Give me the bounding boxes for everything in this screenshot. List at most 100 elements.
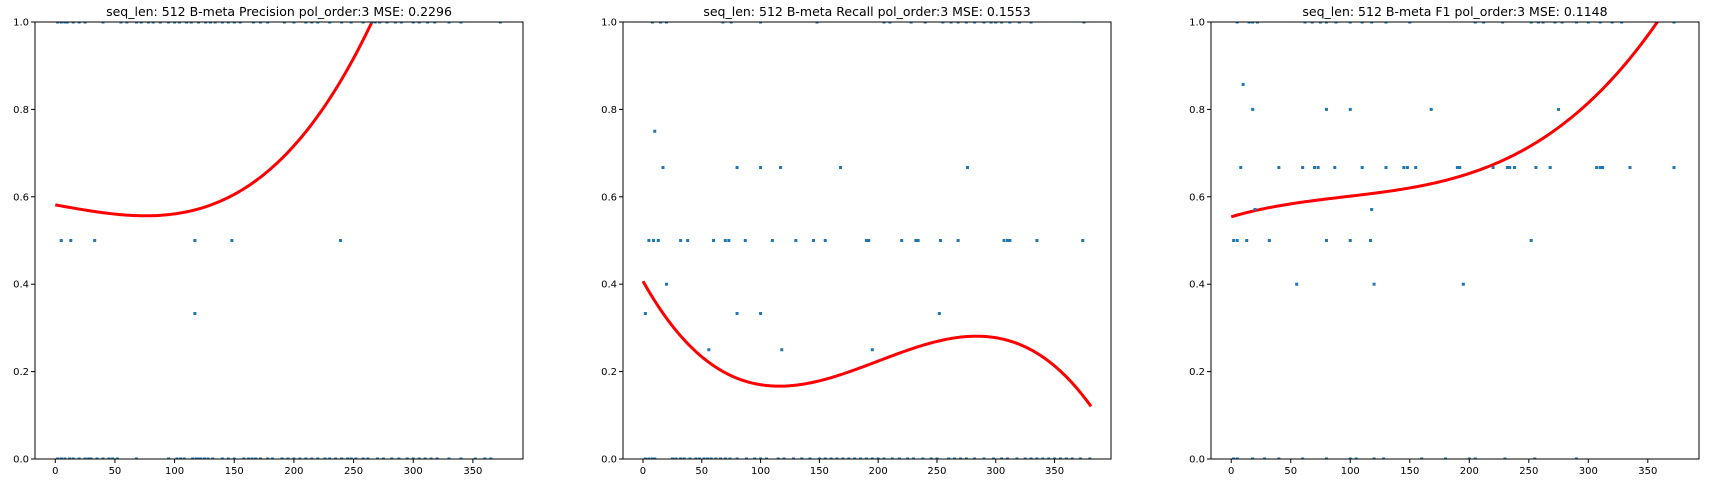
data-point <box>1277 457 1281 459</box>
data-point <box>101 457 105 459</box>
data-point <box>349 22 353 24</box>
data-point <box>71 457 75 459</box>
data-point <box>191 457 194 459</box>
data-point <box>1473 457 1477 459</box>
data-point <box>247 457 251 459</box>
data-point <box>71 22 75 24</box>
data-point <box>1443 457 1447 459</box>
data-point <box>158 22 162 24</box>
x-tick-label: 350 <box>1638 466 1657 477</box>
data-point <box>923 22 927 24</box>
data-point <box>304 457 308 459</box>
data-point <box>679 457 683 459</box>
data-point <box>119 22 123 24</box>
data-point <box>735 166 739 170</box>
data-point <box>473 457 477 459</box>
data-point <box>665 282 669 286</box>
y-tick-label: 0.2 <box>1189 367 1205 378</box>
x-tick-label: 200 <box>869 466 888 477</box>
data-point <box>958 457 962 459</box>
x-tick-label: 350 <box>1045 466 1064 477</box>
chart-title: seq_len: 512 B-meta Precision pol_order:… <box>106 4 452 19</box>
data-point <box>1081 239 1085 242</box>
data-point <box>817 457 821 459</box>
data-point <box>354 457 358 459</box>
x-tick-label: 350 <box>463 466 482 477</box>
data-point <box>417 22 421 24</box>
data-point <box>59 22 63 24</box>
data-point <box>1082 22 1086 24</box>
data-point <box>286 457 290 459</box>
data-point <box>764 457 768 459</box>
data-point <box>953 457 957 459</box>
data-point <box>280 457 284 459</box>
data-point <box>259 22 263 24</box>
data-point <box>994 22 998 24</box>
data-point <box>1553 22 1557 24</box>
data-point <box>1368 239 1372 242</box>
data-point <box>125 22 129 24</box>
data-point <box>1241 82 1245 86</box>
data-point <box>1035 457 1039 459</box>
data-point <box>69 239 73 242</box>
x-tick-label: 50 <box>109 466 122 477</box>
data-points <box>643 22 1092 459</box>
subplot-1: seq_len: 512 B-meta Precision pol_order:… <box>13 4 524 477</box>
data-point <box>63 457 67 459</box>
data-point <box>101 22 105 24</box>
y-tick-label: 0.2 <box>13 367 29 378</box>
data-point <box>206 457 210 459</box>
data-point <box>196 457 200 459</box>
x-tick-label: 100 <box>1341 466 1360 477</box>
data-point <box>1078 457 1082 459</box>
data-point <box>59 457 63 459</box>
data-point <box>835 457 839 459</box>
data-point <box>1232 457 1236 459</box>
data-point <box>823 457 827 459</box>
data-point <box>812 239 815 242</box>
data-point <box>1000 457 1004 459</box>
data-point <box>226 457 230 459</box>
data-point <box>823 239 827 242</box>
data-point <box>1253 207 1257 211</box>
data-point <box>670 457 674 459</box>
data-point <box>1360 22 1364 24</box>
data-point <box>483 457 487 459</box>
data-point <box>1247 22 1251 24</box>
data-point <box>661 166 665 170</box>
data-point <box>647 239 651 242</box>
data-point <box>1348 239 1352 242</box>
data-point <box>1610 22 1614 24</box>
data-point <box>759 22 763 24</box>
data-point <box>1310 22 1314 24</box>
data-point <box>864 457 868 459</box>
data-point <box>1245 239 1249 242</box>
data-point <box>1319 22 1322 24</box>
data-point <box>653 457 657 459</box>
data-point <box>202 457 206 459</box>
y-tick-label: 0.6 <box>601 192 617 203</box>
x-tick-label: 0 <box>640 466 646 477</box>
data-point <box>447 22 451 24</box>
x-tick-label: 100 <box>751 466 770 477</box>
data-point <box>982 22 986 24</box>
y-tick-label: 0.6 <box>1189 192 1205 203</box>
data-point <box>1334 22 1338 24</box>
x-tick-label: 250 <box>1519 466 1538 477</box>
data-point <box>859 457 863 459</box>
data-point <box>973 457 977 459</box>
x-tick-label: 300 <box>986 466 1005 477</box>
data-point <box>361 457 365 459</box>
y-tick-label: 0.8 <box>13 105 29 116</box>
data-point <box>63 22 67 24</box>
data-point <box>251 22 255 24</box>
data-point <box>882 457 886 459</box>
data-point <box>498 22 502 24</box>
data-point <box>242 457 246 459</box>
data-point <box>941 22 945 24</box>
data-point <box>1372 457 1376 459</box>
data-point <box>759 166 763 170</box>
data-point <box>1064 457 1068 459</box>
data-point <box>1586 22 1590 24</box>
data-point <box>1574 22 1578 24</box>
